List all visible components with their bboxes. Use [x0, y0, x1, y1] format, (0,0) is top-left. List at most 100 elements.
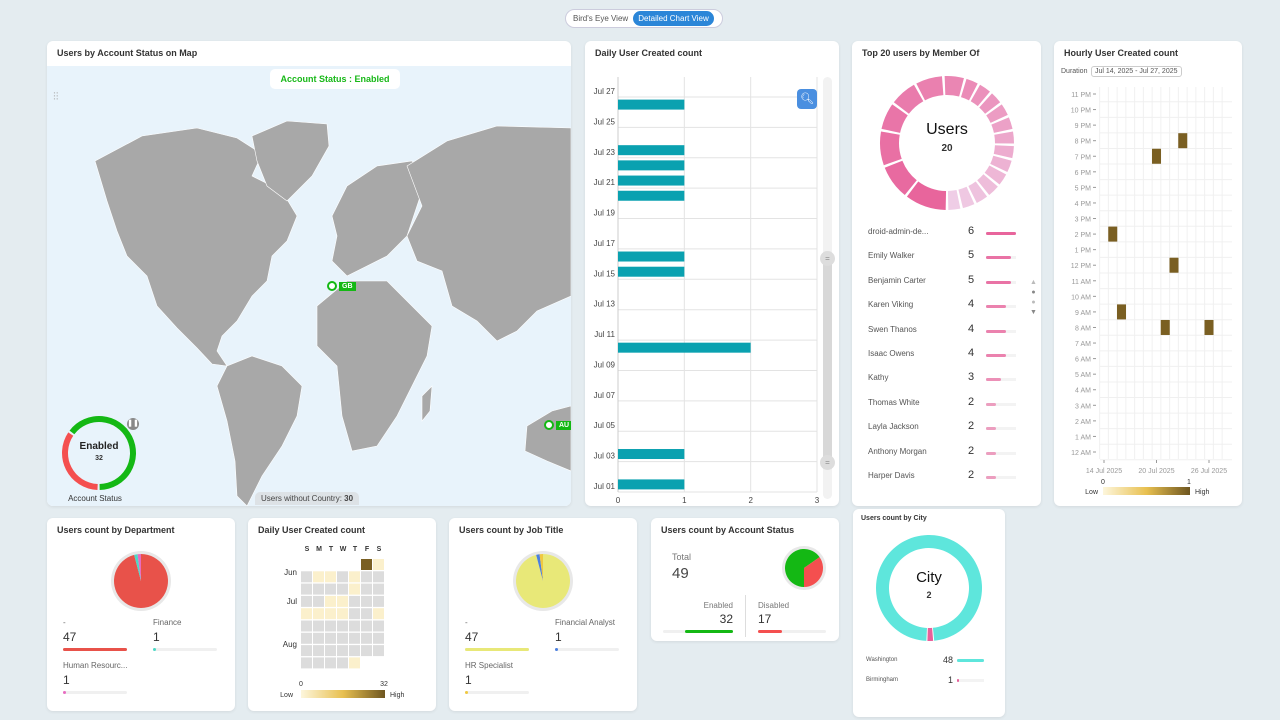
day-cell[interactable] — [313, 608, 324, 620]
bar[interactable] — [618, 342, 751, 353]
map-marker-gb[interactable]: GB — [327, 281, 356, 291]
donut-segment[interactable] — [970, 84, 990, 107]
donut-segment[interactable] — [958, 186, 975, 209]
range-handle-top[interactable]: = — [820, 251, 835, 266]
day-cell[interactable] — [373, 559, 384, 570]
bar[interactable] — [618, 145, 685, 156]
day-cell[interactable] — [373, 595, 384, 607]
day-cell[interactable] — [349, 620, 360, 632]
heat-cell[interactable] — [1178, 133, 1188, 149]
day-cell[interactable] — [313, 657, 324, 669]
donut-segment[interactable] — [884, 160, 917, 196]
day-cell[interactable] — [361, 595, 372, 607]
bar[interactable] — [618, 479, 685, 490]
day-cell[interactable] — [361, 645, 372, 657]
day-cell[interactable] — [337, 595, 348, 607]
birds-eye-view-button[interactable]: Bird's Eye View — [573, 14, 629, 23]
day-cell[interactable] — [373, 645, 384, 657]
day-cell[interactable] — [361, 620, 372, 632]
day-cell[interactable] — [325, 571, 336, 583]
donut-segment[interactable] — [960, 78, 978, 101]
segment-hr-specialist[interactable] — [539, 554, 543, 581]
top20-list-item[interactable]: Thomas White 2 — [868, 396, 1018, 412]
day-cell[interactable] — [337, 645, 348, 657]
day-cell[interactable] — [337, 657, 348, 669]
donut-segment[interactable] — [984, 165, 1007, 185]
bar[interactable] — [618, 175, 685, 186]
account-status-donut[interactable] — [59, 413, 139, 493]
day-cell[interactable] — [337, 608, 348, 620]
top20-donut[interactable] — [879, 75, 1015, 211]
day-cell[interactable] — [361, 583, 372, 595]
scrollbar-track[interactable]: = = — [820, 77, 835, 499]
day-cell[interactable] — [301, 595, 312, 607]
donut-segment[interactable] — [906, 181, 947, 210]
segment-finance[interactable] — [134, 554, 141, 581]
day-cell[interactable] — [373, 608, 384, 620]
segment-birmingham[interactable] — [927, 627, 934, 641]
day-cell[interactable] — [337, 571, 348, 583]
bar[interactable] — [618, 449, 685, 460]
day-cell[interactable] — [313, 583, 324, 595]
heat-cell[interactable] — [1117, 304, 1126, 320]
top20-list-item[interactable]: Anthony Morgan 2 — [868, 445, 1018, 461]
filter-sliders-icon[interactable]: ⫶⫶ — [53, 91, 59, 103]
donut-segment[interactable] — [880, 131, 902, 166]
day-cell[interactable] — [349, 595, 360, 607]
top20-list-item[interactable]: Isaac Owens 4 — [868, 347, 1018, 363]
heat-cell[interactable] — [1108, 226, 1118, 242]
day-cell[interactable] — [361, 559, 372, 570]
bar[interactable] — [618, 190, 685, 201]
day-cell[interactable] — [373, 571, 384, 583]
day-cell[interactable] — [313, 571, 324, 583]
day-cell[interactable] — [361, 632, 372, 644]
day-cell[interactable] — [337, 583, 348, 595]
zoom-search-icon[interactable]: 🔍︎ — [797, 89, 817, 109]
segment-disabled[interactable] — [61, 432, 98, 490]
city-donut[interactable] — [875, 534, 983, 642]
day-cell[interactable] — [301, 608, 312, 620]
heat-cell[interactable] — [1169, 257, 1179, 273]
bar[interactable] — [618, 99, 685, 110]
duration-picker[interactable]: Jul 14, 2025 - Jul 27, 2025 — [1091, 66, 1182, 77]
top20-list-item[interactable]: Kathy 3 — [868, 371, 1018, 387]
day-cell[interactable] — [349, 645, 360, 657]
donut-segment[interactable] — [944, 76, 964, 97]
day-cell[interactable] — [325, 645, 336, 657]
day-cell[interactable] — [301, 645, 312, 657]
top20-list-item[interactable]: Harper Davis 2 — [868, 469, 1018, 485]
day-cell[interactable] — [325, 657, 336, 669]
day-cell[interactable] — [349, 608, 360, 620]
top20-list-item[interactable]: Benjamin Carter 5 — [868, 274, 1018, 290]
day-cell[interactable] — [301, 571, 312, 583]
day-cell[interactable] — [349, 571, 360, 583]
donut-segment[interactable] — [991, 117, 1013, 133]
heat-cell[interactable] — [1152, 148, 1161, 164]
donut-segment[interactable] — [893, 84, 924, 114]
day-cell[interactable] — [313, 632, 324, 644]
donut-segment[interactable] — [947, 190, 961, 210]
list-pager[interactable]: ▲ ● ● ▼ — [1030, 279, 1037, 316]
donut-segment[interactable] — [994, 131, 1014, 144]
day-cell[interactable] — [325, 595, 336, 607]
donut-segment[interactable] — [990, 155, 1012, 173]
dept-pie[interactable] — [111, 551, 171, 611]
day-cell[interactable] — [373, 632, 384, 644]
scrollbar-range[interactable] — [823, 258, 832, 463]
bar[interactable] — [618, 266, 685, 277]
day-cell[interactable] — [361, 608, 372, 620]
world-map[interactable] — [47, 66, 571, 506]
donut-segment[interactable] — [968, 181, 988, 204]
segment-disabled[interactable] — [804, 557, 823, 587]
day-cell[interactable] — [325, 583, 336, 595]
account-pie[interactable] — [782, 546, 826, 590]
top20-list-item[interactable]: Karen Viking 4 — [868, 298, 1018, 314]
detailed-chart-view-button[interactable]: Detailed Chart View — [633, 11, 714, 26]
day-cell[interactable] — [349, 632, 360, 644]
donut-segment[interactable] — [979, 93, 1001, 114]
donut-segment[interactable] — [881, 104, 908, 133]
day-cell[interactable] — [313, 620, 324, 632]
day-cell[interactable] — [337, 620, 348, 632]
segment-human-resourc-[interactable] — [137, 554, 141, 581]
donut-segment[interactable] — [916, 76, 944, 101]
